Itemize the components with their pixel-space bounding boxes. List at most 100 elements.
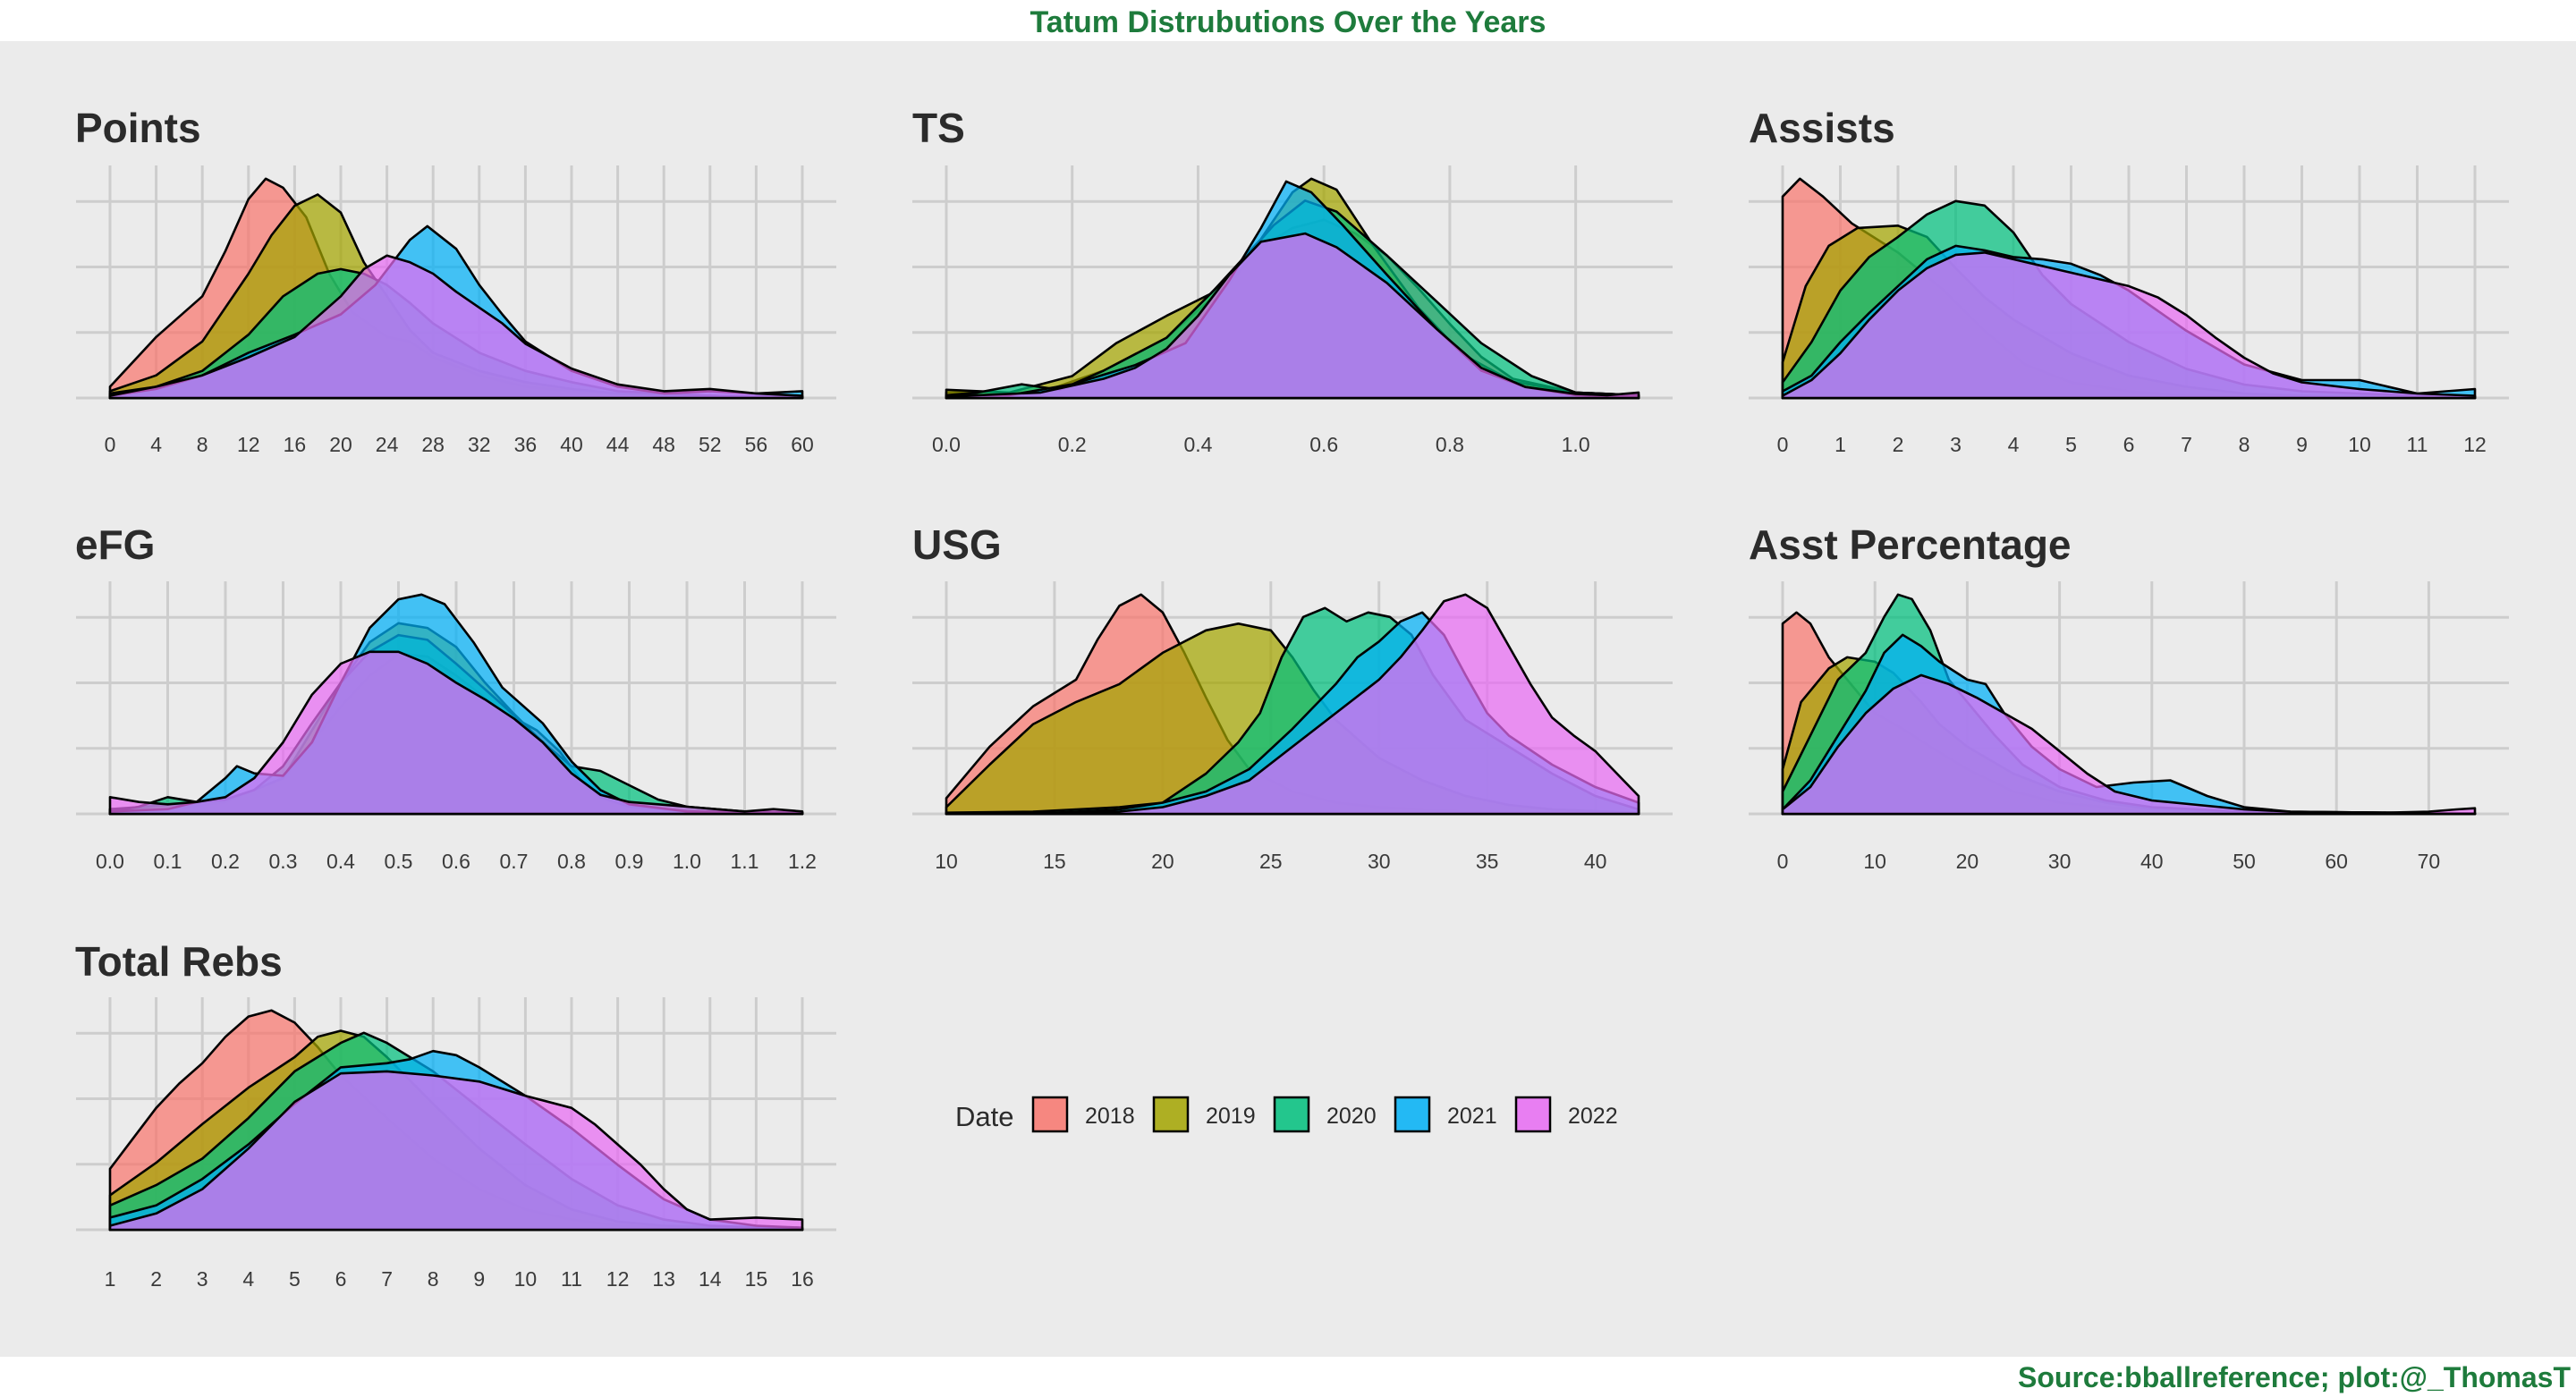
panel-title: eFG	[75, 521, 155, 568]
x-tick-label: 20	[329, 433, 352, 456]
x-tick-label: 7	[381, 1267, 393, 1291]
x-tick-label: 11	[561, 1267, 582, 1291]
x-tick-label: 40	[560, 433, 583, 456]
x-tick-label: 2	[150, 1267, 162, 1291]
panel-title: Asst Percentage	[1749, 521, 2072, 568]
x-tick-label: 9	[473, 1267, 485, 1291]
x-tick-label: 28	[421, 433, 445, 456]
x-tick-label: 12	[606, 1267, 630, 1291]
x-tick-label: 52	[699, 433, 722, 456]
x-tick-label: 24	[376, 433, 399, 456]
x-tick-label: 5	[289, 1267, 301, 1291]
x-tick-label: 0.9	[615, 850, 644, 873]
x-tick-label: 6	[2123, 433, 2135, 456]
x-tick-label: 0	[1777, 850, 1789, 873]
x-tick-label: 2	[1893, 433, 1904, 456]
x-tick-label: 60	[791, 433, 814, 456]
panel-efg: eFG 0.0 0.1 0.2 0.3 0.4 0.5 0.6 0.7 0.8 0.9 1.0 1.1 1…	[75, 521, 836, 873]
density-2022	[945, 593, 1640, 816]
panel-ts: TS 0.0 0.2 0.4 0.6 0.8 1.0	[912, 105, 1673, 456]
x-tick-label: 0.6	[442, 850, 470, 873]
x-tick-label: 8	[2239, 433, 2250, 456]
x-tick-label: 40	[2140, 850, 2164, 873]
panel-usg: USG 10 15 20 25 30 35 40	[912, 521, 1673, 873]
x-tick-label: 10	[514, 1267, 538, 1291]
legend-swatch	[1394, 1096, 1431, 1133]
density-2022	[945, 232, 1640, 400]
x-tick-label: 5	[2065, 433, 2077, 456]
x-tick-label: 0.2	[211, 850, 240, 873]
x-tick-label: 56	[745, 433, 768, 456]
x-tick-label: 48	[652, 433, 675, 456]
x-tick-label: 8	[197, 433, 208, 456]
x-tick-label: 32	[468, 433, 491, 456]
legend-swatch	[1152, 1096, 1190, 1133]
legend-swatch	[1031, 1096, 1069, 1133]
density-2022	[108, 1070, 804, 1232]
panel-title: Assists	[1749, 105, 1895, 151]
x-tick-label: 20	[1151, 850, 1174, 873]
x-tick-label: 0.8	[1436, 433, 1464, 456]
source-caption: Source:bballreference; plot:@_ThomasT	[2018, 1361, 2571, 1393]
x-tick-label: 1.1	[731, 850, 759, 873]
legend-swatch	[1273, 1096, 1310, 1133]
x-tick-label: 0.0	[932, 433, 961, 456]
x-tick-label: 0.8	[557, 850, 586, 873]
x-tick-label: 15	[745, 1267, 768, 1291]
x-tick-label: 16	[284, 433, 307, 456]
legend-item-2018: 2018	[1031, 1096, 1135, 1133]
x-tick-label: 0	[1777, 433, 1789, 456]
x-tick-label: 11	[2407, 433, 2428, 456]
x-tick-label: 0.1	[154, 850, 182, 873]
legend-label: 2022	[1568, 1104, 1618, 1129]
x-tick-label: 3	[197, 1267, 208, 1291]
x-tick-label: 30	[1368, 850, 1391, 873]
density-2022	[108, 254, 804, 400]
x-tick-label: 0.5	[385, 850, 413, 873]
chart-title: Tatum Distrubutions Over the Years	[1030, 5, 1546, 39]
x-tick-label: 44	[606, 433, 630, 456]
x-tick-label: 10	[1863, 850, 1886, 873]
legend-item-2019: 2019	[1152, 1096, 1256, 1133]
x-tick-label: 40	[1584, 850, 1607, 873]
x-tick-label: 0	[105, 433, 116, 456]
x-tick-label: 8	[428, 1267, 439, 1291]
x-tick-label: 6	[335, 1267, 347, 1291]
x-tick-label: 7	[2181, 433, 2192, 456]
x-tick-label: 4	[2008, 433, 2020, 456]
x-tick-label: 12	[2463, 433, 2487, 456]
x-tick-label: 1	[105, 1267, 116, 1291]
panel-title: USG	[912, 521, 1002, 568]
panel-title: TS	[912, 105, 965, 151]
x-tick-label: 15	[1043, 850, 1066, 873]
density-2022	[1781, 673, 2477, 816]
x-tick-label: 35	[1476, 850, 1499, 873]
x-tick-label: 10	[935, 850, 958, 873]
x-tick-label: 1	[1835, 433, 1846, 456]
x-tick-label: 25	[1259, 850, 1283, 873]
x-tick-label: 60	[2325, 850, 2348, 873]
x-tick-label: 13	[652, 1267, 675, 1291]
panel-asst-percentage: Asst Percentage 0 10 20 30 40 50 60 70	[1749, 521, 2509, 873]
legend-label: 2018	[1085, 1104, 1135, 1129]
x-tick-label: 10	[2348, 433, 2371, 456]
x-tick-label: 70	[2418, 850, 2441, 873]
density-2022	[1781, 251, 2477, 400]
x-tick-label: 36	[514, 433, 538, 456]
x-tick-label: 1.0	[1562, 433, 1590, 456]
x-tick-label: 1.2	[788, 850, 817, 873]
x-tick-label: 12	[237, 433, 260, 456]
x-tick-label: 0.4	[1183, 433, 1212, 456]
x-tick-label: 9	[2296, 433, 2308, 456]
x-tick-label: 0.4	[326, 850, 355, 873]
x-tick-label: 0.0	[96, 850, 124, 873]
legend-item-2021: 2021	[1394, 1096, 1497, 1133]
x-tick-label: 0.6	[1309, 433, 1338, 456]
x-tick-label: 4	[150, 433, 162, 456]
legend-label: 2020	[1326, 1104, 1377, 1129]
x-tick-label: 16	[791, 1267, 814, 1291]
panel-title: Points	[75, 105, 201, 151]
x-tick-label: 4	[242, 1267, 254, 1291]
